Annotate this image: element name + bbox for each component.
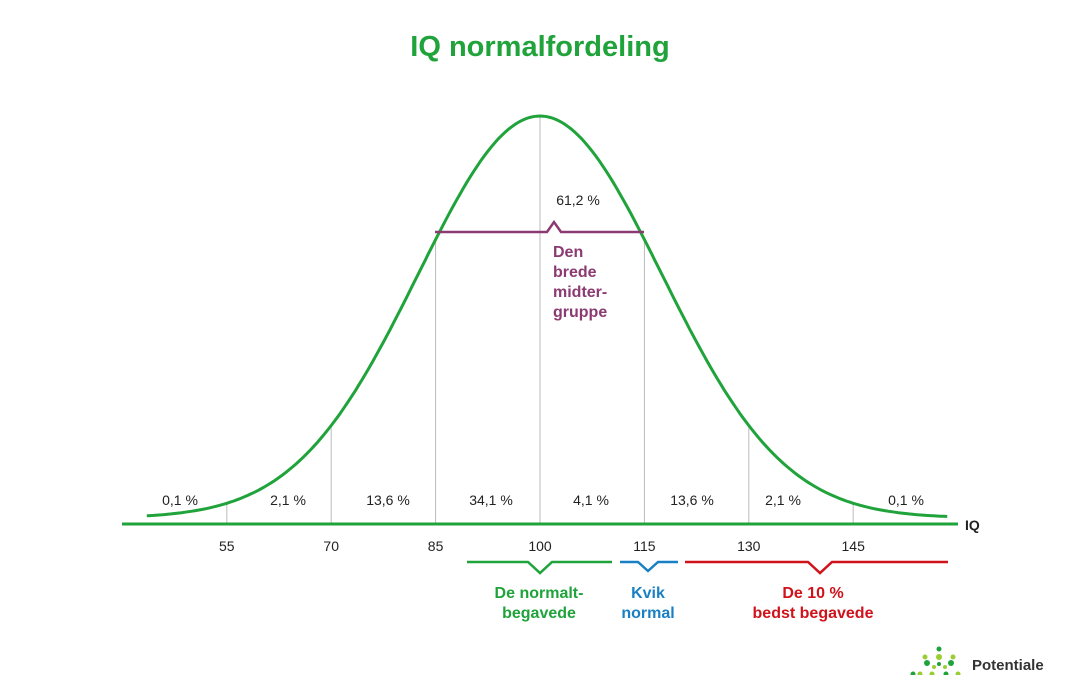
- logo-dot: [937, 662, 941, 666]
- logo-dot: [932, 665, 936, 669]
- group-label: Kvik: [631, 585, 665, 602]
- logo: Potentiale: [910, 646, 1044, 675]
- group-label: De 10 %: [782, 585, 843, 602]
- segment-percentage: 2,1 %: [765, 492, 801, 508]
- logo-dot: [955, 671, 961, 675]
- x-tick-label: 85: [428, 538, 444, 554]
- x-tick-label: 100: [528, 538, 552, 554]
- group-label: De normalt-: [495, 585, 584, 602]
- logo-dot: [924, 660, 930, 666]
- segment-percentage: 4,1 %: [573, 492, 609, 508]
- normal-group-bracket: [467, 560, 612, 575]
- middle-group-bracket: [435, 219, 644, 234]
- x-tick-label: 145: [842, 538, 866, 554]
- segment-percentage: 2,1 %: [270, 492, 306, 508]
- x-tick-label: 55: [219, 538, 235, 554]
- logo-dot: [936, 646, 942, 652]
- segment-percentage: 34,1 %: [469, 492, 513, 508]
- segment-percentage: 0,1 %: [888, 492, 924, 508]
- x-axis-label: IQ: [965, 517, 980, 533]
- chart-title: IQ normalfordeling: [410, 31, 669, 63]
- logo-text: Potentiale: [972, 657, 1044, 674]
- segment-percentage: 13,6 %: [670, 492, 714, 508]
- logo-dot: [948, 660, 954, 666]
- logo-dot: [922, 654, 928, 660]
- logo-dot: [910, 671, 916, 675]
- group-label: normal: [621, 605, 674, 622]
- group-label: bedst begavede: [753, 605, 874, 622]
- group-label: begavede: [502, 605, 576, 622]
- x-tick-label: 70: [323, 538, 339, 554]
- middle-group-label: midter-: [553, 284, 607, 301]
- segment-percentage: 13,6 %: [366, 492, 410, 508]
- logo-dot: [943, 665, 947, 669]
- logo-dot: [943, 671, 949, 675]
- middle-group-label: Den: [553, 244, 583, 261]
- x-tick-label: 130: [737, 538, 761, 554]
- distribution-curve: [146, 114, 948, 518]
- middle-group-label: brede: [553, 264, 597, 281]
- logo-dot: [917, 671, 923, 675]
- x-tick-label: 115: [633, 538, 656, 554]
- segment-percentage: 0,1 %: [162, 492, 198, 508]
- logo-dot: [950, 654, 956, 660]
- middle-group-value: 61,2 %: [556, 192, 600, 208]
- middle-group-label: gruppe: [553, 304, 607, 321]
- quick-group-bracket: [620, 560, 678, 573]
- top10-group-bracket: [685, 560, 948, 575]
- logo-dot: [936, 654, 942, 660]
- logo-dot: [929, 671, 935, 675]
